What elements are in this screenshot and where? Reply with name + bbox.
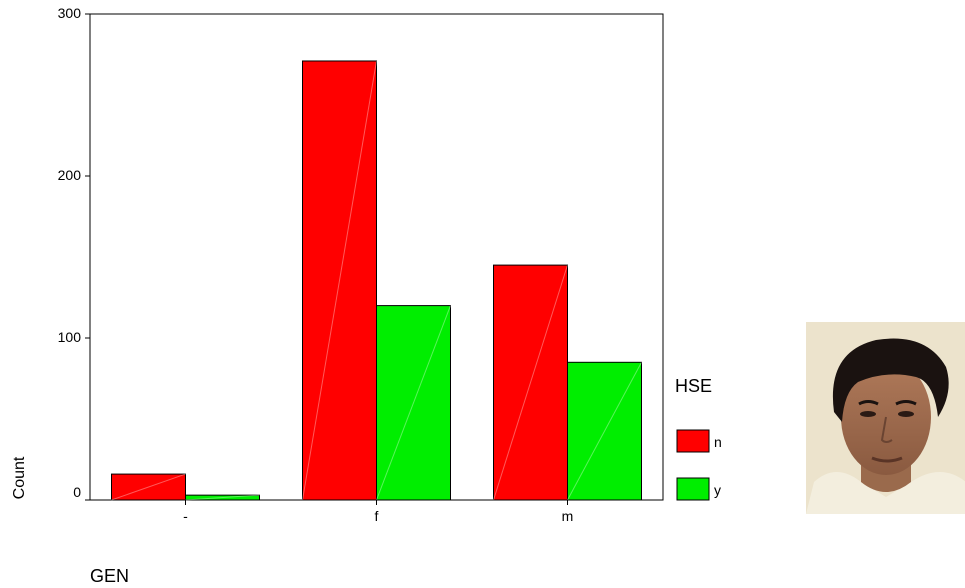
y-tick-label: 200: [58, 167, 82, 183]
bar-n-2: [493, 264, 568, 501]
x-tick-label: f: [375, 508, 379, 524]
y-tick-label: 300: [58, 5, 82, 21]
bar-shading-line: [376, 305, 451, 501]
legend-swatch-n: [676, 429, 710, 453]
x-tick-label: m: [562, 508, 574, 524]
bar-n-1: [302, 60, 377, 501]
y-tick-label: 0: [73, 484, 81, 500]
legend: HSE n y: [675, 376, 722, 501]
x-tick-label: -: [183, 508, 188, 524]
bars: [111, 60, 642, 501]
bar-shading-line: [493, 264, 568, 501]
legend-label-n: n: [714, 434, 722, 450]
bar-n-0: [111, 473, 186, 501]
y-tick-label: 100: [58, 329, 82, 345]
legend-label-y: y: [714, 482, 721, 498]
legend-swatch-y: [676, 477, 710, 501]
bar-shading-line: [185, 494, 260, 501]
bar-shading-line: [567, 362, 642, 501]
portrait-photo: [806, 322, 965, 514]
y-axis: 0 100 200 300: [58, 5, 90, 501]
legend-title: HSE: [675, 376, 712, 396]
bar-shading-line: [302, 60, 377, 501]
x-axis-label: GEN: [90, 566, 129, 586]
bar-y-2: [567, 361, 642, 501]
y-axis-label: Count: [11, 456, 28, 499]
bar-shading-line: [111, 473, 186, 501]
bar-y-1: [376, 305, 451, 501]
bar-y-0: [185, 494, 260, 501]
